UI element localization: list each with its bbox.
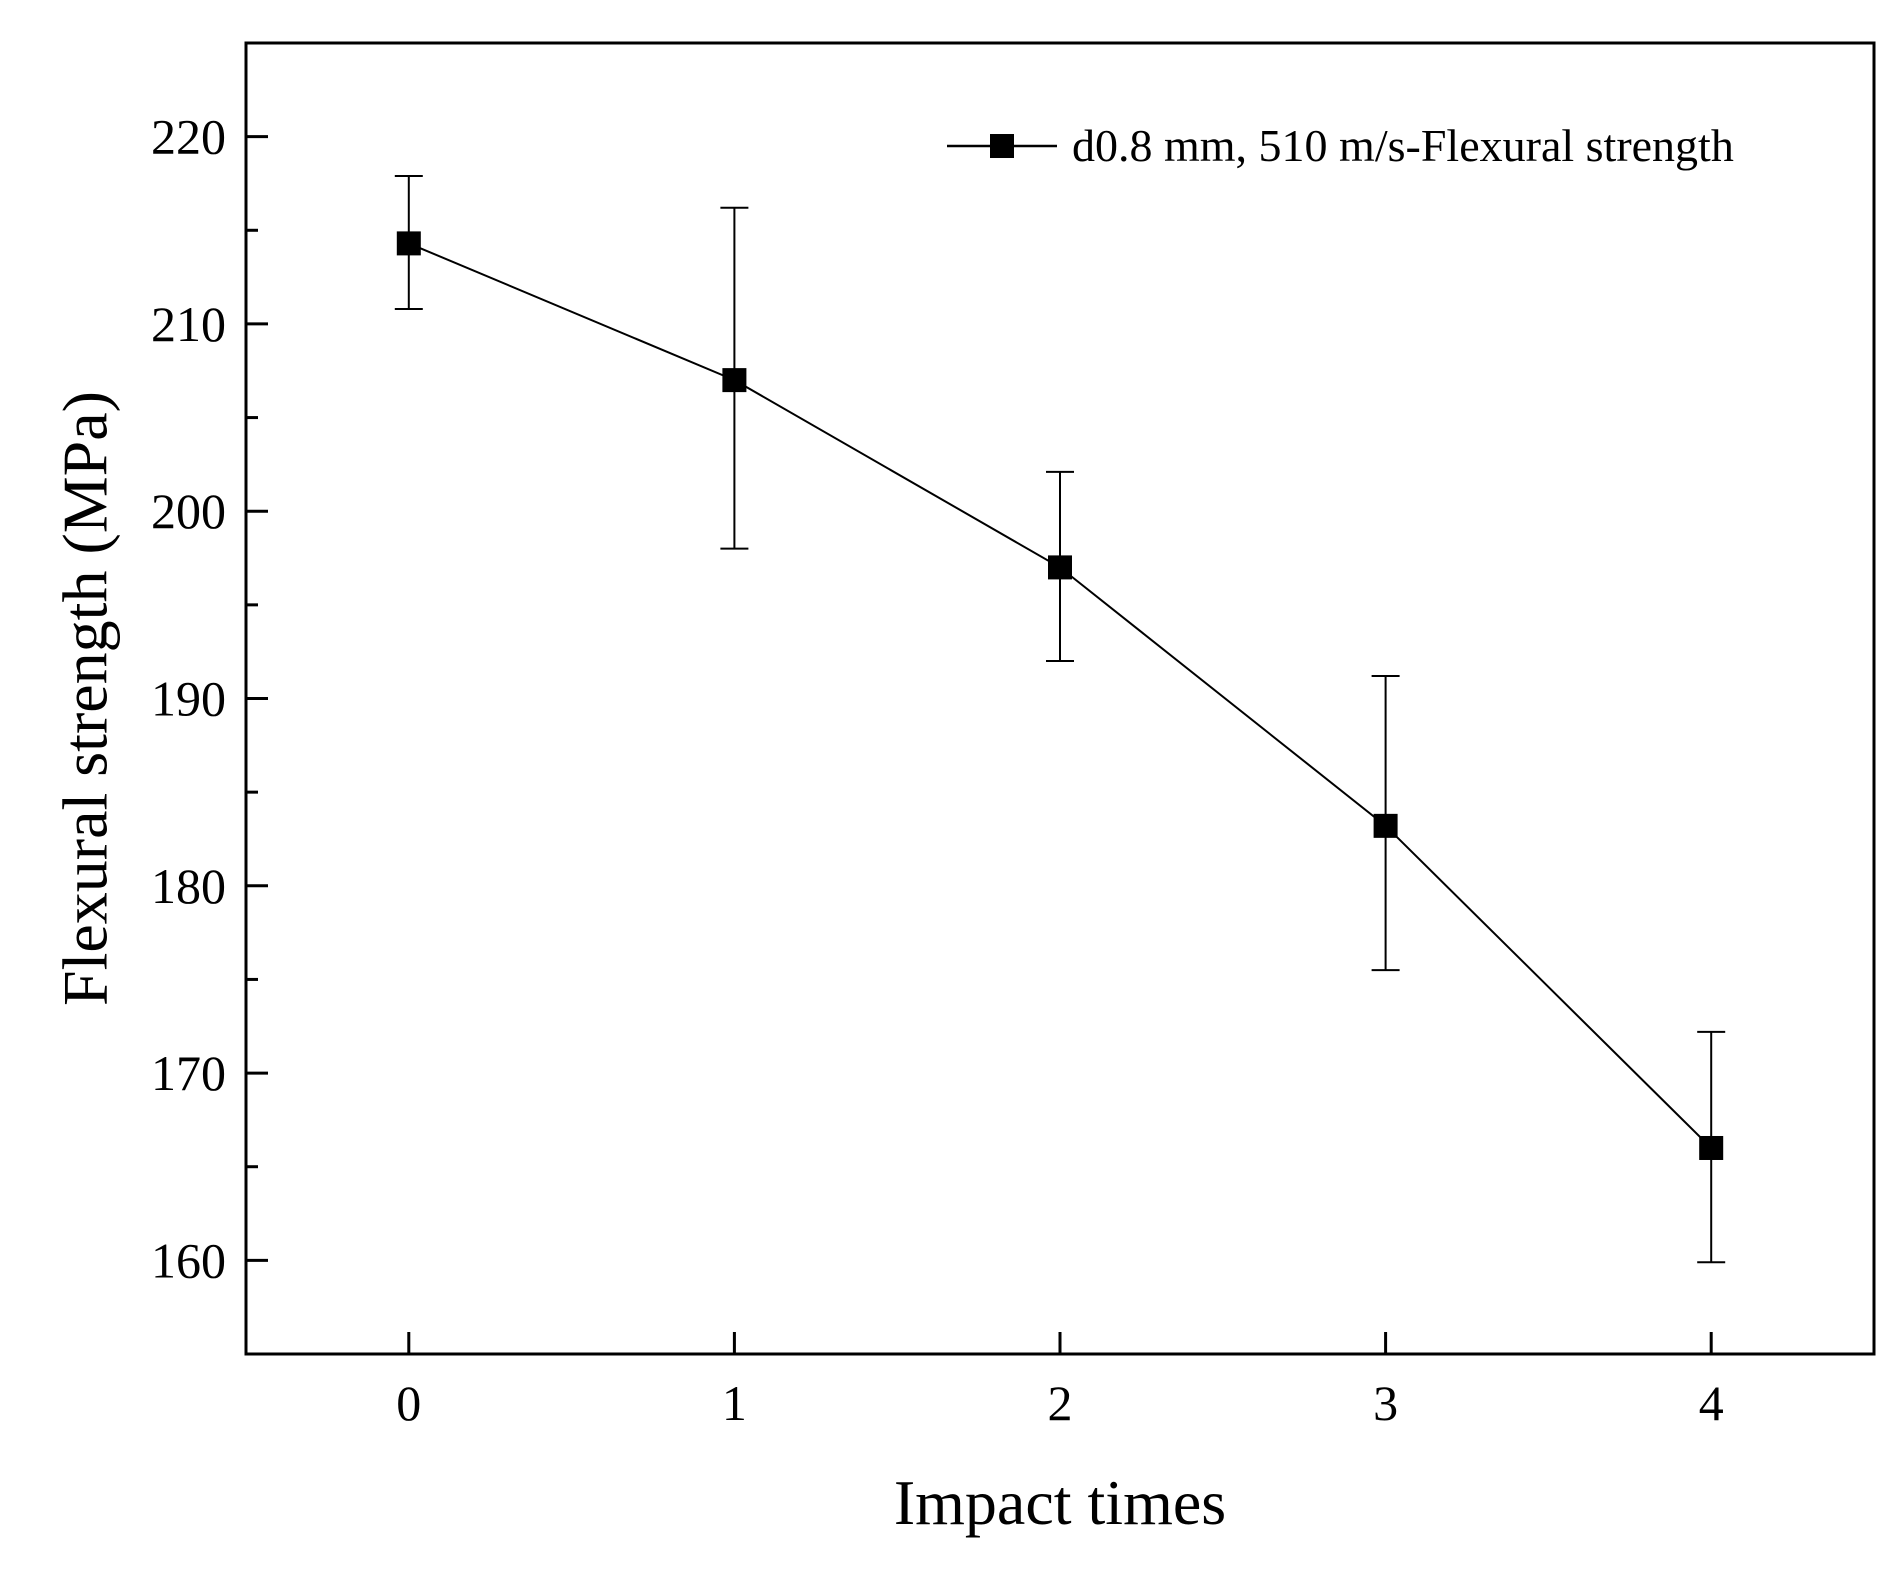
y-tick-label: 160 [151, 1232, 226, 1288]
legend: d0.8 mm, 510 m/s-Flexural strength [947, 120, 1734, 171]
legend-label: d0.8 mm, 510 m/s-Flexural strength [1072, 120, 1734, 171]
x-tick-label: 3 [1373, 1375, 1398, 1431]
legend-marker [990, 134, 1014, 159]
y-tick-label: 200 [151, 483, 226, 539]
tick-labels: 160 170 180 190 200 210 220 0 1 2 3 4 [151, 109, 1724, 1431]
y-tick-label: 180 [151, 858, 226, 914]
y-tick-label: 220 [151, 109, 226, 165]
data-point-marker [722, 368, 747, 393]
y-tick-label: 170 [151, 1045, 226, 1101]
data-point-marker [1048, 555, 1072, 580]
x-tick-label: 1 [722, 1375, 747, 1431]
plot-frame [244, 41, 1876, 1356]
y-tick-label: 210 [151, 296, 226, 352]
x-tick-label: 0 [396, 1375, 421, 1431]
y-tick-label: 190 [151, 671, 226, 727]
axis-ticks [246, 41, 1713, 1356]
data-point-marker [396, 231, 421, 256]
y-axis-title: Flexural strength (MPa) [50, 391, 121, 1006]
x-tick-label: 4 [1699, 1375, 1724, 1431]
x-tick-label: 2 [1048, 1375, 1073, 1431]
x-axis-title: Impact times [894, 1467, 1226, 1538]
data-point-marker [1373, 813, 1398, 838]
data-point-marker [1699, 1135, 1724, 1160]
series-markers [396, 231, 1724, 1160]
